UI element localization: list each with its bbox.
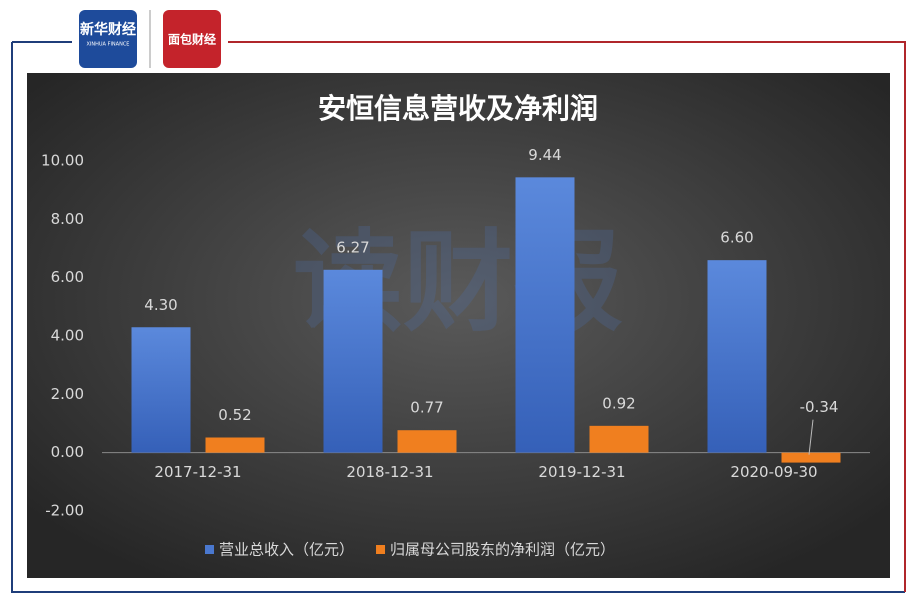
x-tick-label: 2018-12-31 (346, 463, 433, 481)
y-tick-label: 10.00 (41, 152, 84, 170)
legend-label: 归属母公司股东的净利润（亿元） (390, 541, 615, 559)
xinhua-logo-text: 新华财经 (80, 21, 136, 38)
value-label: -0.34 (800, 398, 839, 416)
legend-swatch (205, 545, 214, 554)
xinhua-logo (79, 10, 137, 68)
x-tick-label: 2017-12-31 (154, 463, 241, 481)
y-tick-label: 0.00 (51, 443, 84, 461)
value-label: 0.77 (410, 399, 443, 417)
value-label: 0.92 (602, 394, 635, 412)
bar (589, 425, 649, 453)
mianbao-logo-text: 面包财经 (168, 32, 216, 47)
value-label: 0.52 (218, 406, 251, 424)
value-label: 6.27 (336, 238, 369, 256)
y-tick-label: 4.00 (51, 327, 84, 345)
bar (515, 177, 575, 453)
leader-line (808, 419, 814, 455)
frame-red (228, 41, 906, 592)
bar (397, 430, 457, 453)
value-label: 4.30 (144, 296, 177, 314)
y-tick-label: 8.00 (51, 210, 84, 228)
bar (131, 327, 191, 453)
bar (781, 452, 841, 463)
y-tick-label: 6.00 (51, 268, 84, 286)
bar (707, 260, 767, 453)
x-tick-label: 2020-09-30 (730, 463, 817, 481)
bar (205, 437, 265, 453)
value-label: 9.44 (528, 146, 561, 164)
x-tick-label: 2019-12-31 (538, 463, 625, 481)
value-label: 6.60 (720, 229, 753, 247)
y-tick-label: 2.00 (51, 385, 84, 403)
y-tick-label: -2.00 (45, 502, 84, 520)
frame-blue (11, 41, 905, 593)
bar (323, 269, 383, 453)
legend-label: 营业总收入（亿元） (219, 541, 354, 559)
chart-title: 安恒信息营收及净利润 (318, 92, 598, 125)
mianbao-logo (163, 10, 221, 68)
legend-swatch (376, 545, 386, 554)
xinhua-logo-en: XINHUA FINANCE (87, 42, 130, 48)
